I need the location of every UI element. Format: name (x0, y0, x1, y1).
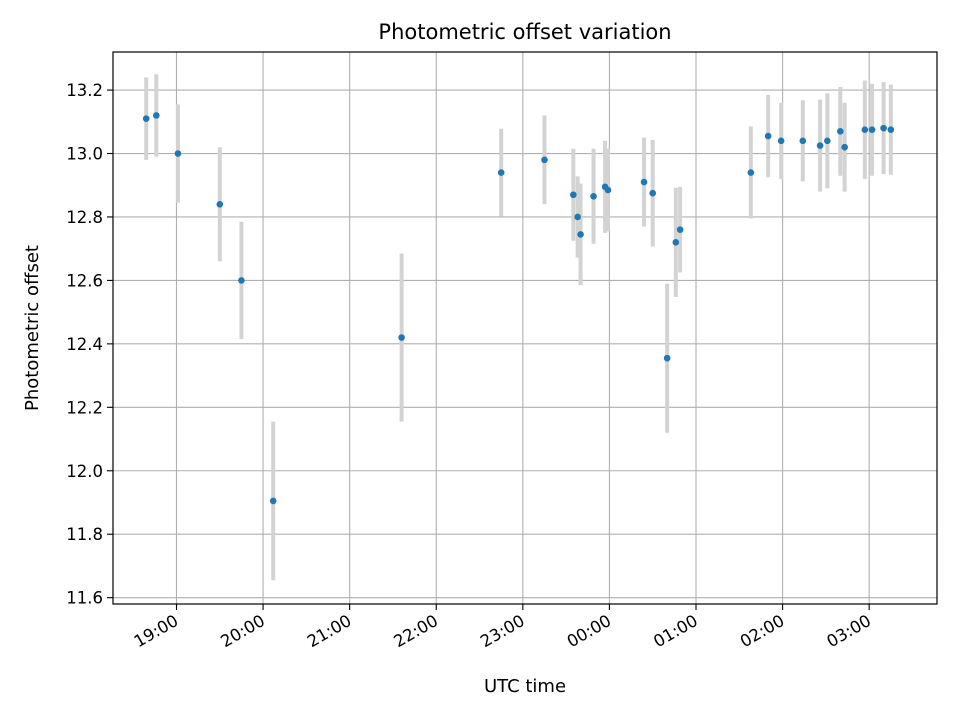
y-tick-label: 11.8 (66, 525, 103, 544)
x-tick-label: 21:00 (304, 611, 355, 651)
x-tick-label: 20:00 (217, 611, 268, 651)
x-tick-label: 02:00 (737, 611, 788, 651)
data-point (799, 137, 807, 145)
data-point (238, 277, 245, 284)
data-point (570, 191, 577, 199)
data-point (816, 142, 824, 149)
y-tick-label: 11.6 (66, 589, 103, 608)
data-point (837, 128, 844, 135)
data-point (174, 150, 182, 157)
x-tick-label: 00:00 (564, 611, 615, 651)
x-tick-label: 23:00 (477, 611, 528, 651)
data-point (649, 189, 657, 197)
data-point (640, 178, 648, 186)
plot-frame (112, 51, 938, 605)
x-tick-label: 03:00 (823, 611, 874, 651)
data-point (142, 115, 150, 122)
errorbar-layer (144, 74, 893, 581)
data-point (574, 213, 581, 221)
x-axis-ticks: 19:00 20:00 21:00 22:00 23:00 00:00 01:00 02:00… (131, 604, 874, 651)
data-point (216, 200, 224, 208)
x-tick-label: 19:00 (131, 611, 182, 651)
x-tick-label: 01:00 (650, 611, 701, 651)
y-tick-label: 13.2 (66, 81, 103, 100)
y-tick-label: 12.8 (66, 208, 103, 227)
data-point (152, 112, 160, 119)
y-axis-ticks: 11.6 11.8 12.0 12.2 12.4 12.6 12.8 13.0 13.2 (66, 81, 113, 608)
data-point (604, 186, 612, 194)
y-tick-label: 12.0 (66, 462, 103, 481)
y-tick-label: 12.2 (66, 398, 103, 417)
y-tick-label: 13.0 (66, 145, 103, 164)
data-point (398, 334, 405, 341)
data-point (672, 239, 680, 246)
data-point (663, 354, 671, 362)
data-point (541, 156, 548, 164)
data-point (880, 124, 887, 132)
point-layer (142, 112, 895, 505)
data-point (747, 169, 755, 176)
x-axis-label: UTC time (484, 676, 566, 697)
y-axis-label: Photometric offset (22, 245, 43, 411)
data-point (887, 126, 895, 134)
data-point (497, 169, 505, 176)
x-tick-label: 22:00 (391, 611, 442, 651)
data-point (590, 193, 597, 200)
data-point (841, 143, 848, 151)
data-point (764, 132, 772, 140)
grid-layer (113, 52, 937, 604)
y-tick-label: 12.6 (66, 271, 103, 290)
data-point (777, 137, 785, 145)
chart-title: Photometric offset variation (378, 20, 671, 44)
data-point (577, 231, 584, 238)
data-point (824, 137, 831, 145)
data-point (861, 126, 869, 134)
data-point (269, 497, 277, 505)
y-tick-label: 12.4 (66, 335, 103, 354)
data-point (868, 126, 876, 134)
data-point (676, 226, 684, 233)
